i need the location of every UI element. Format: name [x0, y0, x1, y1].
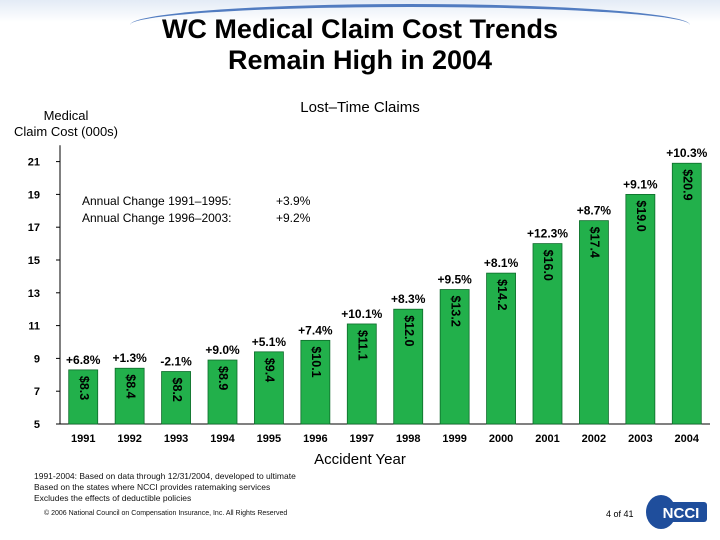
- y-tick-label: 17: [28, 222, 40, 234]
- change-label: +7.4%: [298, 323, 333, 337]
- y-tick-label: 9: [34, 353, 40, 365]
- bar: [114, 367, 145, 425]
- bar: [161, 371, 191, 425]
- x-tick-label: 2003: [628, 433, 652, 445]
- bar-value-label: $8.2: [170, 378, 184, 402]
- annual-change-row: Annual Change 1991–1995: +3.9%: [82, 193, 310, 210]
- logo-text: NCCI: [663, 505, 700, 522]
- annual-change-box: Annual Change 1991–1995: +3.9% Annual Cha…: [82, 193, 310, 227]
- bar: [439, 289, 470, 425]
- bar: [671, 162, 702, 425]
- y-tick-label: 19: [28, 189, 40, 201]
- change-label: +12.3%: [527, 227, 568, 241]
- change-label: +8.7%: [577, 204, 612, 218]
- y-axis-label-line-2: Claim Cost (000s): [13, 124, 119, 139]
- copyright: © 2006 National Council on Compensation …: [44, 510, 288, 517]
- slide-title: WC Medical Claim Cost Trends Remain High…: [0, 14, 720, 76]
- y-tick-label: 21: [28, 157, 40, 169]
- change-label: +9.5%: [437, 273, 472, 287]
- x-tick-label: 1994: [210, 433, 235, 445]
- bar: [68, 369, 99, 425]
- change-label: +9.1%: [623, 177, 658, 191]
- y-axis-label-line-1: Medical: [43, 108, 89, 123]
- header-band: [0, 0, 720, 22]
- change-label: -2.1%: [160, 355, 192, 369]
- x-tick-label: 2000: [489, 433, 513, 445]
- annual-change-value: +3.9%: [276, 194, 311, 208]
- y-axis-label: Medical Claim Cost (000s): [0, 108, 132, 140]
- footnote: 1991-2004: Based on data through 12/31/2…: [34, 471, 296, 481]
- chart-title: Lost–Time Claims: [300, 99, 420, 116]
- change-label: +8.1%: [484, 256, 519, 270]
- change-label: +8.3%: [391, 292, 426, 306]
- x-tick-label: 2001: [535, 433, 559, 445]
- x-tick-label: 1996: [303, 433, 327, 445]
- y-tick-label: 5: [34, 419, 40, 431]
- bar-value-label: $8.4: [123, 374, 137, 398]
- annual-change-label: Annual Change 1991–1995:: [82, 194, 232, 208]
- x-tick-label: 1993: [164, 433, 188, 445]
- bar-value-label: $13.2: [448, 296, 462, 327]
- footnote: Excludes the effects of deductible polic…: [34, 493, 192, 503]
- x-tick-label: 1998: [396, 433, 420, 445]
- annual-change-value: +9.2%: [276, 211, 311, 225]
- y-tick-label: 15: [28, 255, 40, 267]
- footnote: Based on the states where NCCI provides …: [34, 482, 271, 492]
- bar-value-label: $8.3: [77, 376, 91, 400]
- bar-value-label: $17.4: [588, 227, 602, 258]
- x-tick-label: 1991: [71, 433, 95, 445]
- y-tick-label: 13: [28, 288, 40, 300]
- bar-value-label: $8.9: [216, 366, 230, 390]
- change-label: +5.1%: [252, 335, 287, 349]
- change-label: +6.8%: [66, 353, 101, 367]
- change-label: +10.3%: [666, 146, 707, 160]
- page-number: 4 of 41: [606, 509, 634, 519]
- ncci-logo: NCCI: [646, 495, 707, 529]
- change-label: +9.0%: [205, 343, 240, 357]
- x-axis-label: Accident Year: [314, 451, 406, 468]
- bar: [393, 308, 424, 425]
- x-tick-label: 2002: [582, 433, 606, 445]
- bar-value-label: $16.0: [541, 250, 555, 281]
- x-tick-label: 2004: [675, 433, 700, 445]
- y-tick-label: 7: [34, 386, 40, 398]
- x-tick-label: 1995: [257, 433, 281, 445]
- header-swoosh: [130, 4, 690, 25]
- bar: [486, 272, 516, 425]
- title-line-1: WC Medical Claim Cost Trends: [161, 14, 559, 44]
- bar-value-label: $14.2: [495, 279, 509, 310]
- bar-value-label: $19.0: [634, 200, 648, 231]
- x-tick-label: 1992: [117, 433, 141, 445]
- bar: [207, 359, 238, 425]
- bar: [254, 351, 284, 425]
- title-line-2: Remain High in 2004: [227, 45, 493, 75]
- annual-change-row: Annual Change 1996–2003: +9.2%: [82, 210, 310, 227]
- bar: [625, 193, 656, 425]
- change-label: +10.1%: [341, 307, 382, 321]
- bar: [346, 323, 377, 425]
- bar-value-label: $9.4: [263, 358, 277, 382]
- change-label: +1.3%: [112, 351, 147, 365]
- x-tick-label: 1999: [442, 433, 466, 445]
- bar-value-label: $10.1: [309, 346, 323, 377]
- bar: [300, 339, 331, 425]
- x-tick-label: 1997: [350, 433, 374, 445]
- bar-value-label: $11.1: [355, 330, 369, 361]
- bar-value-label: $12.0: [402, 315, 416, 346]
- y-tick-label: 11: [28, 321, 40, 333]
- annual-change-label: Annual Change 1996–2003:: [82, 211, 232, 225]
- bar: [579, 220, 609, 425]
- footnotes: 1991-2004: Based on data through 12/31/2…: [34, 471, 296, 504]
- bar-value-label: $20.9: [680, 169, 694, 200]
- bar: [532, 243, 563, 425]
